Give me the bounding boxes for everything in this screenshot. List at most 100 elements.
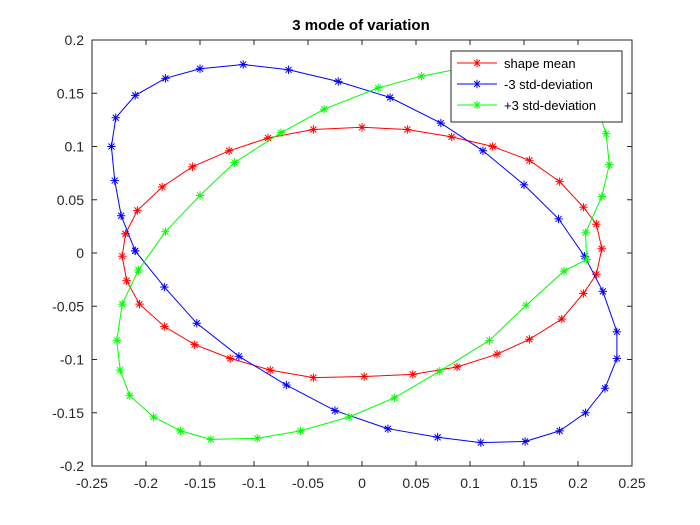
data-point bbox=[133, 206, 142, 215]
data-point bbox=[284, 65, 293, 75]
data-point bbox=[192, 319, 201, 328]
data-point bbox=[612, 327, 622, 337]
legend-label: shape mean bbox=[504, 56, 576, 71]
x-tick-label: -0.25 bbox=[76, 475, 108, 491]
x-tick-label: -0.2 bbox=[134, 475, 158, 491]
legend-item: shape mean bbox=[457, 56, 576, 71]
data-point bbox=[160, 322, 169, 331]
y-tick-label: -0.05 bbox=[52, 298, 84, 314]
data-point bbox=[135, 299, 144, 309]
data-point bbox=[478, 146, 488, 155]
y-tick-label: -0.1 bbox=[60, 352, 84, 368]
data-point bbox=[447, 132, 456, 142]
data-point bbox=[116, 211, 126, 220]
data-point bbox=[488, 142, 497, 151]
data-point bbox=[309, 125, 318, 134]
data-point bbox=[601, 129, 611, 138]
y-tick-label: -0.15 bbox=[52, 405, 84, 421]
data-point bbox=[592, 220, 601, 229]
chart-title: 3 mode of variation bbox=[292, 17, 430, 34]
data-point bbox=[224, 146, 234, 155]
legend-marker bbox=[472, 100, 482, 110]
y-tick-label: 0.2 bbox=[65, 32, 85, 48]
data-point bbox=[115, 365, 125, 375]
series-1 bbox=[107, 60, 622, 447]
data-point bbox=[492, 349, 502, 359]
data-point bbox=[149, 412, 158, 422]
data-point bbox=[206, 435, 215, 444]
data-point bbox=[525, 156, 534, 165]
data-point bbox=[125, 391, 134, 400]
data-point bbox=[226, 354, 235, 363]
data-point bbox=[266, 365, 275, 375]
data-point bbox=[230, 158, 239, 167]
data-point bbox=[131, 246, 140, 256]
data-point bbox=[390, 393, 399, 403]
data-point bbox=[253, 434, 262, 443]
data-point bbox=[476, 438, 485, 447]
x-tick-label: 0.2 bbox=[568, 475, 588, 491]
legend-label: +3 std-deviation bbox=[504, 98, 596, 113]
data-point bbox=[195, 64, 205, 73]
data-point bbox=[520, 437, 530, 446]
legend: shape mean -3 std-deviation +3 std-deviati… bbox=[450, 50, 623, 123]
data-point bbox=[122, 276, 131, 285]
y-tick-label: 0.15 bbox=[57, 85, 84, 101]
y-tick-label: 0.05 bbox=[57, 192, 84, 208]
data-point bbox=[383, 424, 393, 433]
data-point bbox=[195, 191, 205, 200]
data-point bbox=[176, 426, 185, 436]
data-point bbox=[111, 113, 120, 122]
data-point bbox=[234, 352, 244, 361]
data-point bbox=[525, 335, 534, 344]
series-layer bbox=[107, 54, 622, 447]
data-point bbox=[357, 123, 367, 132]
data-point bbox=[581, 408, 590, 417]
data-point bbox=[344, 412, 354, 422]
data-point bbox=[359, 372, 369, 381]
data-point bbox=[131, 91, 140, 100]
data-point bbox=[559, 266, 569, 276]
data-point bbox=[408, 370, 417, 379]
data-point bbox=[110, 176, 119, 185]
data-point bbox=[579, 203, 588, 212]
data-point bbox=[190, 340, 199, 349]
data-point bbox=[581, 228, 590, 237]
data-point bbox=[598, 287, 608, 296]
data-point bbox=[385, 93, 395, 102]
x-tick-label: -0.15 bbox=[184, 475, 216, 491]
data-point bbox=[118, 251, 127, 261]
data-point bbox=[320, 105, 329, 114]
y-tick-label: 0 bbox=[76, 245, 84, 261]
x-tick-label: 0 bbox=[358, 475, 366, 491]
data-point bbox=[597, 244, 606, 253]
data-point bbox=[160, 282, 169, 292]
data-point bbox=[452, 362, 462, 372]
data-point bbox=[276, 128, 286, 137]
data-point bbox=[554, 214, 563, 224]
data-point bbox=[519, 180, 529, 190]
data-point bbox=[403, 125, 412, 134]
data-point bbox=[374, 83, 383, 93]
data-point bbox=[555, 426, 564, 436]
data-point bbox=[521, 300, 531, 310]
data-point bbox=[555, 177, 564, 186]
data-point bbox=[485, 336, 494, 345]
data-point bbox=[188, 162, 197, 171]
data-point bbox=[597, 192, 606, 201]
data-point bbox=[557, 314, 566, 324]
x-tick-label: 0.25 bbox=[618, 475, 645, 491]
data-point bbox=[309, 373, 318, 382]
data-point bbox=[158, 182, 167, 192]
legend-item: +3 std-deviation bbox=[457, 98, 596, 113]
x-tick-label: -0.1 bbox=[242, 475, 266, 491]
x-tick-label: 0.05 bbox=[402, 475, 429, 491]
data-point bbox=[435, 367, 444, 376]
data-point bbox=[330, 406, 340, 415]
x-tick-label: -0.05 bbox=[292, 475, 324, 491]
data-point bbox=[296, 426, 305, 436]
data-point bbox=[161, 74, 170, 83]
data-point bbox=[112, 336, 122, 345]
data-point bbox=[239, 60, 248, 69]
